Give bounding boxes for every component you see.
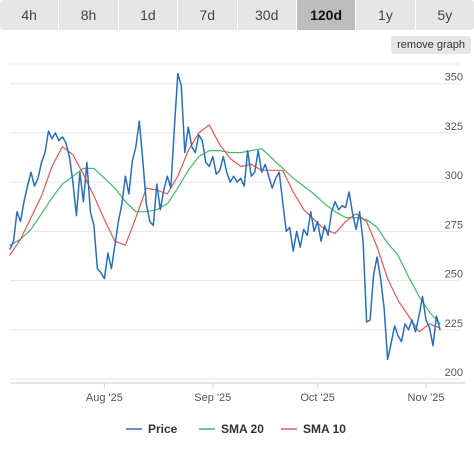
y-tick-label: 325	[445, 121, 463, 133]
tab-7d[interactable]: 7d	[178, 0, 238, 30]
x-tick-label: Aug '25	[86, 392, 123, 404]
tab-1d[interactable]: 1d	[119, 0, 179, 30]
x-tick-label: Sep '25	[194, 392, 231, 404]
tab-8h[interactable]: 8h	[59, 0, 119, 30]
tab-1y[interactable]: 1y	[356, 0, 416, 30]
legend-item-sma-10[interactable]: SMA 10	[303, 422, 346, 436]
remove-graph-button[interactable]: remove graph	[391, 36, 471, 54]
y-tick-label: 300	[445, 170, 463, 182]
tab-120d[interactable]: 120d	[296, 0, 357, 30]
series-line-price	[9, 73, 441, 361]
chart-series	[9, 73, 441, 361]
y-tick-label: 200	[445, 367, 463, 379]
series-line-sma-10	[9, 124, 441, 333]
legend-item-sma-20[interactable]: SMA 20	[221, 422, 264, 436]
y-tick-label: 275	[445, 219, 463, 231]
y-tick-label: 225	[445, 318, 463, 330]
legend-item-price[interactable]: Price	[148, 422, 178, 436]
tab-4h[interactable]: 4h	[0, 0, 60, 30]
y-tick-label: 350	[445, 72, 463, 84]
y-tick-label: 250	[445, 269, 463, 281]
y-axis: 200 225 250 275 300 325 350	[445, 72, 463, 379]
x-axis: Aug '25 Sep '25 Oct '25 Nov '25	[10, 382, 465, 404]
tab-30d[interactable]: 30d	[238, 0, 297, 30]
series-line-sma-20	[9, 148, 441, 325]
chart-legend: Price SMA 20 SMA 10	[126, 422, 346, 436]
timeframe-tabs: 4h 8h 1d 7d 30d 120d 1y 5y	[0, 0, 474, 30]
x-tick-label: Nov '25	[408, 392, 445, 404]
chart-grid	[10, 63, 460, 380]
tab-5y[interactable]: 5y	[437, 7, 453, 23]
x-tick-label: Oct '25	[300, 392, 335, 404]
